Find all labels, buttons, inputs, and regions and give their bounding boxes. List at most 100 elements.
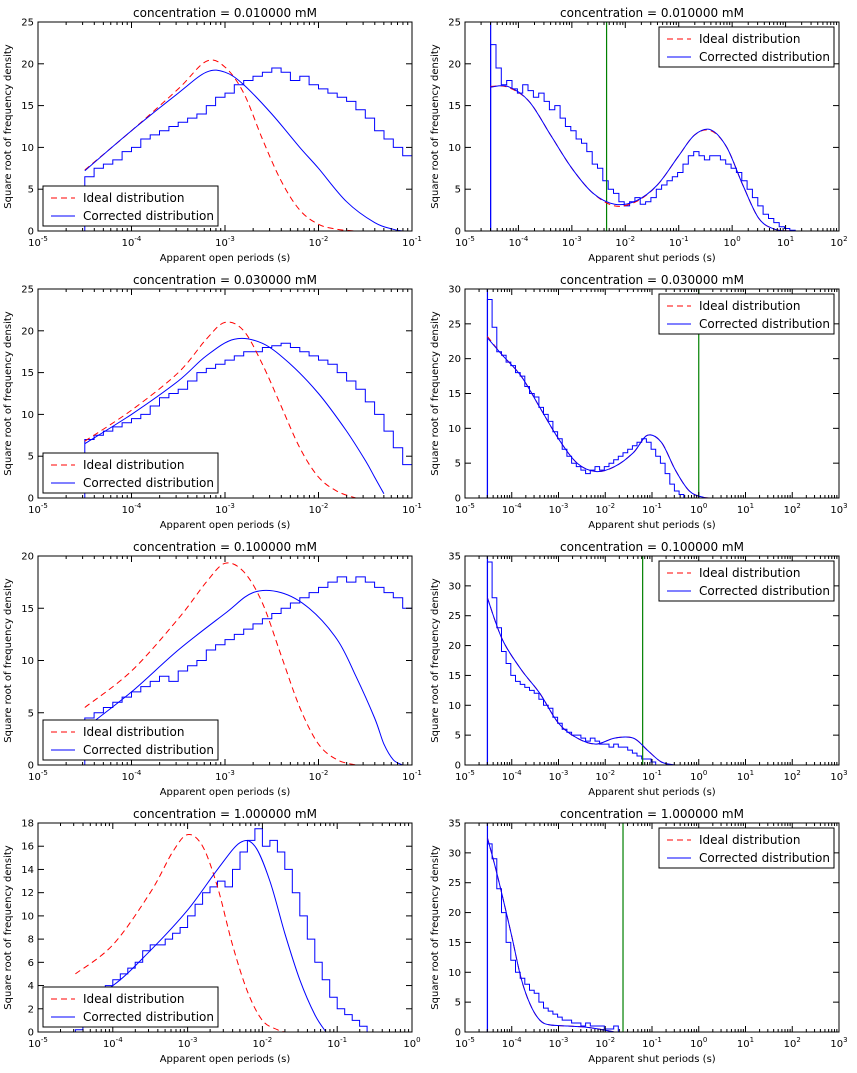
x-tick-label: 10-5 — [28, 1036, 48, 1050]
legend-entry: Corrected distribution — [699, 584, 830, 598]
y-tick-label: 16 — [21, 842, 34, 853]
x-tick-label: 102 — [784, 502, 801, 516]
y-tick-label: 15 — [448, 938, 461, 949]
legend: Ideal distribution Corrected distribution — [42, 719, 219, 761]
x-axis-label: Apparent shut periods (s) — [588, 253, 715, 264]
ideal-distribution-line — [75, 833, 285, 1032]
corrected-distribution-line — [75, 839, 327, 1032]
legend-entry: Corrected distribution — [699, 851, 830, 865]
y-tick-label: 2 — [28, 1004, 34, 1015]
y-tick-label: 4 — [28, 981, 34, 992]
plot-area — [84, 321, 412, 498]
x-tick-label: 10-2 — [595, 502, 615, 516]
histogram-steps — [74, 828, 368, 1032]
x-tick-label: 10-4 — [122, 235, 142, 249]
y-axis-label: Square root of frequency density — [3, 578, 14, 743]
x-tick-label: 10-1 — [642, 1036, 662, 1050]
x-axis-label: Apparent open periods (s) — [160, 253, 291, 264]
legend: Ideal distribution Corrected distribution — [42, 185, 219, 227]
histogram-steps — [486, 843, 619, 1032]
y-tick-label: 10 — [21, 911, 34, 922]
ideal-distribution-line — [84, 321, 357, 498]
y-axis-label: Square root of frequency density — [3, 311, 14, 476]
y-tick-label: 25 — [448, 18, 461, 29]
ideal-distribution-line — [487, 336, 718, 498]
plot-area — [74, 828, 368, 1032]
x-tick-label: 10-1 — [642, 502, 662, 516]
x-tick-label: 10-5 — [28, 502, 48, 516]
y-tick-label: 20 — [21, 326, 34, 337]
y-tick-label: 35 — [448, 552, 461, 563]
y-tick-label: 5 — [455, 185, 461, 196]
y-tick-label: 20 — [448, 908, 461, 919]
y-tick-label: 15 — [21, 101, 34, 112]
corrected-distribution-line — [486, 837, 615, 1032]
x-tick-label: 10-3 — [549, 1036, 569, 1050]
x-tick-label: 10-5 — [455, 1036, 475, 1050]
legend-entry: Corrected distribution — [83, 209, 214, 223]
y-tick-label: 10 — [448, 701, 461, 712]
legend-entry: Ideal distribution — [699, 32, 800, 46]
legend-entry: Ideal distribution — [83, 992, 184, 1006]
legend-entry: Ideal distribution — [83, 458, 184, 472]
y-tick-label: 18 — [21, 819, 34, 830]
x-tick-label: 10-3 — [549, 769, 569, 783]
y-tick-label: 0 — [28, 227, 34, 238]
chart-panel-8: concentration = 1.000000 mM 10-5 10-4 10-3 1… — [430, 807, 848, 1065]
legend: Ideal distribution Corrected distribution — [42, 452, 219, 494]
axes-frame — [464, 21, 840, 232]
chart-title: concentration = 0.100000 mM — [133, 540, 317, 554]
chart-title: concentration = 1.000000 mM — [133, 807, 317, 821]
x-tick-label: 10-5 — [455, 235, 475, 249]
y-tick-label: 5 — [455, 731, 461, 742]
chart-title: concentration = 0.100000 mM — [560, 540, 744, 554]
y-tick-label: 6 — [28, 958, 34, 969]
x-axis-label: Apparent shut periods (s) — [588, 1054, 715, 1065]
legend-entry: Corrected distribution — [83, 743, 214, 757]
x-tick-label: 10-5 — [28, 769, 48, 783]
x-tick-label: 10-2 — [595, 1036, 615, 1050]
ideal-distribution-line — [84, 562, 357, 765]
y-tick-label: 0 — [455, 227, 461, 238]
x-tick-label: 10-5 — [28, 235, 48, 249]
y-tick-label: 14 — [21, 865, 34, 876]
y-axis-label: Square root of frequency density — [3, 44, 14, 209]
x-tick-label: 10-1 — [669, 235, 689, 249]
y-tick-label: 25 — [21, 18, 34, 29]
x-tick-label: 10-4 — [502, 769, 522, 783]
y-tick-label: 25 — [448, 319, 461, 330]
y-axis-label: Square root of frequency density — [430, 44, 441, 209]
legend-box — [42, 986, 219, 1028]
x-tick-label: 10-2 — [309, 769, 329, 783]
y-tick-label: 5 — [455, 998, 461, 1009]
plot-area — [486, 556, 676, 765]
legend: Ideal distribution Corrected distribution — [658, 560, 835, 602]
legend-entry: Corrected distribution — [699, 317, 830, 331]
y-axis-label: Square root of frequency density — [430, 578, 441, 743]
legend-entry: Corrected distribution — [83, 476, 214, 490]
y-tick-label: 10 — [21, 143, 34, 154]
y-tick-label: 5 — [28, 708, 34, 719]
x-tick-label: 10-4 — [103, 1036, 123, 1050]
y-tick-label: 15 — [448, 389, 461, 400]
y-axis-label: Square root of frequency density — [430, 311, 441, 476]
plot-area — [486, 289, 718, 498]
y-tick-label: 10 — [448, 968, 461, 979]
x-tick-label: 101 — [777, 235, 794, 249]
legend: Ideal distribution Corrected distribution — [658, 26, 835, 68]
chart-panel-2: concentration = 0.010000 mM 10-5 10-4 10-3 1… — [430, 6, 848, 264]
y-tick-label: 25 — [21, 285, 34, 296]
y-tick-label: 15 — [448, 101, 461, 112]
x-tick-label: 10-1 — [327, 1036, 347, 1050]
x-tick-label: 10-3 — [215, 502, 235, 516]
x-tick-label: 10-2 — [595, 769, 615, 783]
x-axis-label: Apparent shut periods (s) — [588, 787, 715, 798]
y-tick-label: 30 — [448, 285, 461, 296]
y-tick-label: 0 — [455, 761, 461, 772]
x-tick-label: 10-3 — [215, 769, 235, 783]
legend: Ideal distribution Corrected distribution — [658, 827, 835, 869]
x-tick-label: 10-4 — [122, 769, 142, 783]
x-tick-label: 102 — [784, 1036, 801, 1050]
x-axis-label: Apparent open periods (s) — [160, 1054, 291, 1065]
